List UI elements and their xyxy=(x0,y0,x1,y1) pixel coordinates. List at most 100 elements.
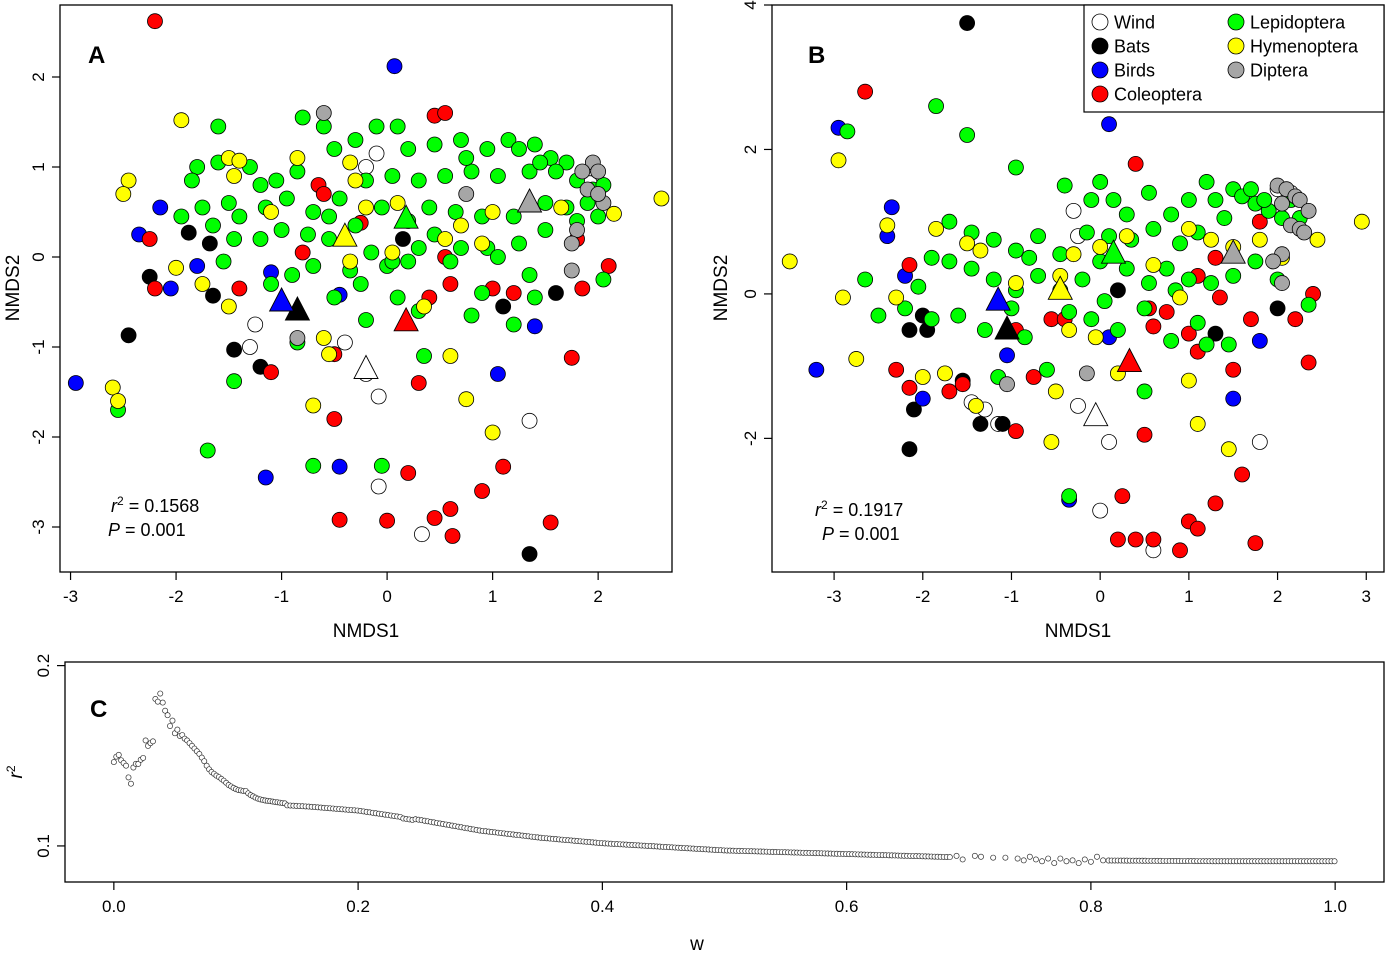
point-coleoptera xyxy=(600,258,617,274)
point-hymenoptera xyxy=(1087,329,1104,346)
centroid-wind xyxy=(1082,401,1109,427)
point-bats xyxy=(901,322,918,338)
point-hymenoptera xyxy=(358,199,374,216)
point-lepidoptera xyxy=(1136,300,1153,317)
panel-a-ytick-label: 2 xyxy=(29,72,48,81)
r2-point xyxy=(1087,858,1094,865)
point-lepidoptera xyxy=(1061,304,1078,320)
point-lepidoptera xyxy=(215,253,232,270)
panel-a-r2: r2 = 0.1568 xyxy=(111,494,199,516)
point-coleoptera xyxy=(426,510,443,526)
panel-c-xtick-label: 0.2 xyxy=(346,897,370,916)
r2-point xyxy=(154,698,161,705)
point-coleoptera xyxy=(1287,311,1304,328)
point-lepidoptera xyxy=(1198,174,1215,190)
point-lepidoptera xyxy=(400,141,417,157)
legend-marker-wind xyxy=(1091,13,1109,31)
panel-a-r2-value: = 0.1568 xyxy=(124,496,200,516)
point-lepidoptera xyxy=(210,118,227,135)
panel-b-xlabel: NMDS1 xyxy=(1045,621,1112,642)
panel-a-xtick-label: 0 xyxy=(382,587,391,606)
point-hymenoptera xyxy=(1172,289,1188,306)
legend-marker-birds xyxy=(1091,61,1109,79)
point-lepidoptera xyxy=(474,285,490,301)
point-coleoptera xyxy=(941,383,958,400)
legend-marker-coleoptera xyxy=(1091,85,1109,103)
point-wind xyxy=(414,526,430,543)
point-lepidoptera xyxy=(985,271,1002,288)
point-birds xyxy=(67,375,84,391)
point-lepidoptera xyxy=(1052,246,1069,263)
panel-c-ylabel: r2 xyxy=(4,765,27,778)
point-lepidoptera xyxy=(1141,275,1157,291)
point-coleoptera xyxy=(147,280,163,297)
point-lepidoptera xyxy=(1163,332,1180,349)
point-bats xyxy=(1110,282,1126,299)
panel-b-ytick-label: -2 xyxy=(741,431,760,446)
point-coleoptera xyxy=(231,280,248,297)
centroid-wind xyxy=(353,354,379,379)
point-coleoptera xyxy=(1158,304,1175,320)
r2-point xyxy=(159,699,166,706)
point-hymenoptera xyxy=(289,150,306,166)
r2-point xyxy=(149,738,156,745)
point-hymenoptera xyxy=(342,154,359,171)
point-lepidoptera xyxy=(410,240,427,256)
point-hymenoptera xyxy=(220,298,237,315)
point-lepidoptera xyxy=(532,154,549,171)
point-lepidoptera xyxy=(273,222,290,238)
point-lepidoptera xyxy=(453,240,469,256)
point-hymenoptera xyxy=(1180,372,1197,389)
point-lepidoptera xyxy=(1110,322,1126,338)
panel-a-ytick-label: 1 xyxy=(29,162,48,171)
point-hymenoptera xyxy=(389,195,406,211)
point-birds xyxy=(189,258,206,274)
point-lepidoptera xyxy=(537,222,554,238)
point-wind xyxy=(370,478,387,495)
panel-c-xtick-label: 1.0 xyxy=(1323,897,1347,916)
point-lepidoptera xyxy=(410,172,427,189)
legend: Wind Bats Birds Coleoptera Lepidoptera Hymeno… xyxy=(1083,4,1385,113)
r2-point xyxy=(125,774,132,781)
point-hymenoptera xyxy=(830,152,847,169)
point-bats xyxy=(120,327,137,344)
point-lepidoptera xyxy=(389,289,406,306)
point-lepidoptera xyxy=(1056,177,1073,194)
point-lepidoptera xyxy=(1118,206,1135,223)
point-lepidoptera xyxy=(521,163,538,180)
panel-c-xtick-label: 0.8 xyxy=(1079,897,1103,916)
legend-label-wind: Wind xyxy=(1114,13,1155,33)
panel-a-axes: -3 -2 -1 0 1 2 -3 -2 -1 0 1 2 xyxy=(29,72,603,606)
panel-b-r2-value: = 0.1917 xyxy=(828,500,904,520)
point-coleoptera xyxy=(1212,289,1228,306)
point-hymenoptera xyxy=(1092,239,1109,255)
point-wind xyxy=(1101,434,1117,450)
point-lepidoptera xyxy=(373,457,390,474)
legend-marker-bats xyxy=(1091,37,1109,55)
point-lepidoptera xyxy=(1243,181,1259,198)
point-lepidoptera xyxy=(226,231,243,247)
point-coleoptera xyxy=(141,231,158,247)
panel-a-r2-exp: 2 xyxy=(117,494,124,508)
point-hymenoptera xyxy=(879,217,896,234)
centroid-bats xyxy=(994,315,1020,340)
point-coleoptera xyxy=(1025,369,1042,385)
point-lepidoptera xyxy=(526,289,543,306)
point-diptera xyxy=(999,376,1015,393)
panel-a-r2-symbol: r xyxy=(111,496,118,516)
point-lepidoptera xyxy=(315,118,332,135)
point-lepidoptera xyxy=(941,213,958,230)
point-coleoptera xyxy=(326,411,343,427)
point-hymenoptera xyxy=(1008,275,1024,291)
point-coleoptera xyxy=(1189,520,1206,537)
panel-c-xlabel: w xyxy=(689,934,704,955)
panel-b-ytick-label: 4 xyxy=(741,0,760,9)
point-lepidoptera xyxy=(278,190,295,207)
panel-b-frame xyxy=(771,4,1385,573)
point-coleoptera xyxy=(495,458,512,475)
point-lepidoptera xyxy=(326,289,343,306)
panel-b-letter: B xyxy=(808,42,825,69)
centroid-coleoptera xyxy=(1116,347,1143,372)
point-diptera xyxy=(590,163,607,180)
point-lepidoptera xyxy=(463,307,480,324)
